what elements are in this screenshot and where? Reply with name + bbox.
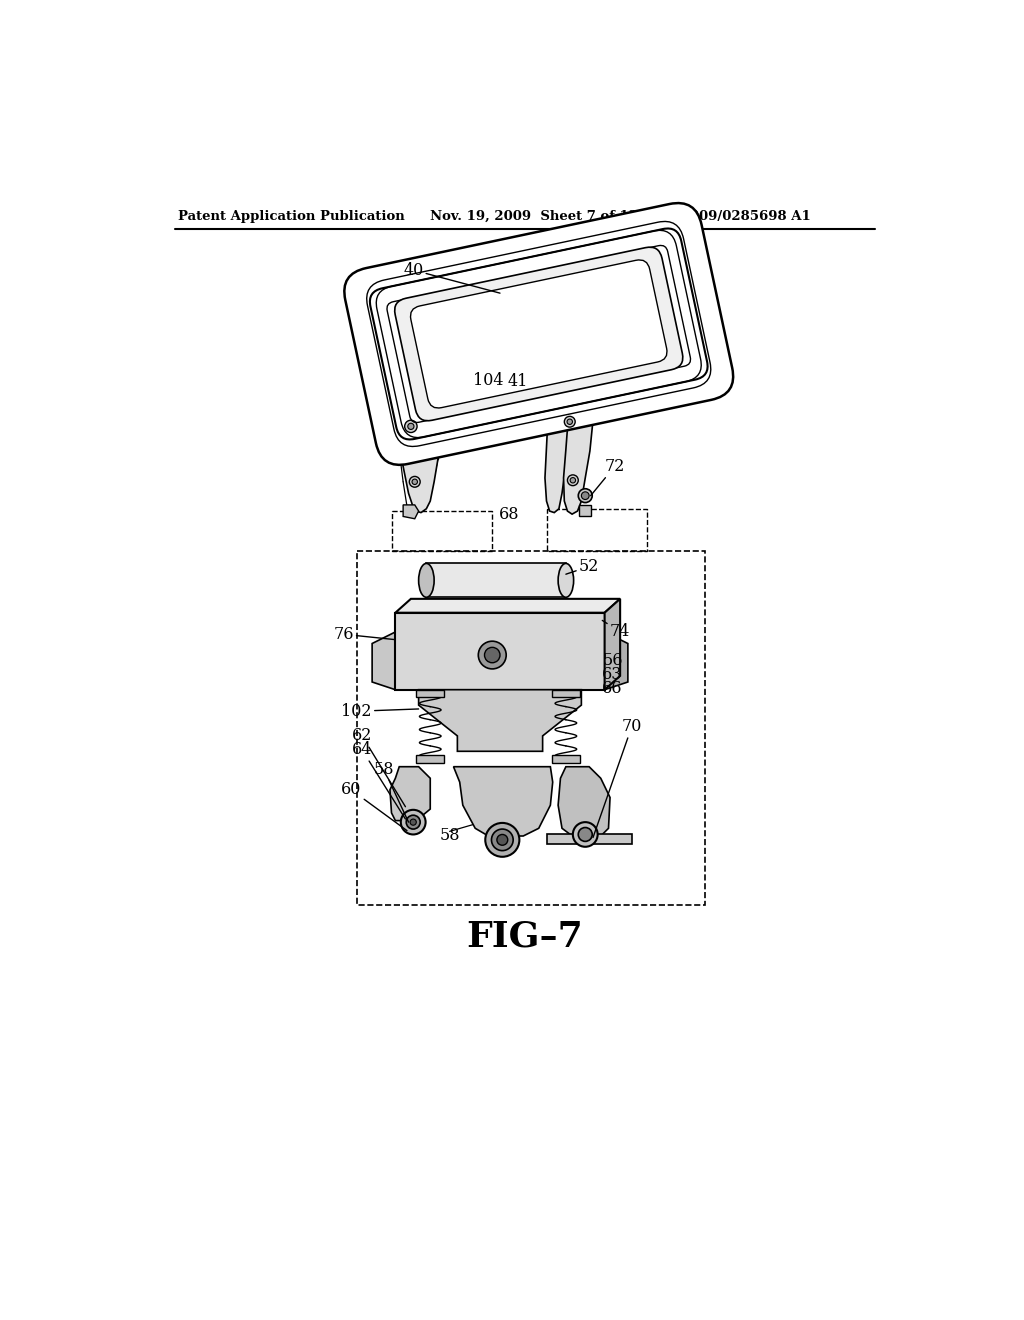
Bar xyxy=(552,755,580,763)
Polygon shape xyxy=(579,506,592,516)
Circle shape xyxy=(582,492,589,499)
Text: 76: 76 xyxy=(333,626,395,643)
Bar xyxy=(552,689,580,697)
Circle shape xyxy=(410,818,417,825)
Bar xyxy=(417,755,444,763)
Text: 52: 52 xyxy=(566,558,599,576)
Circle shape xyxy=(492,829,513,850)
Polygon shape xyxy=(547,834,632,843)
Polygon shape xyxy=(397,385,450,512)
Text: 102: 102 xyxy=(341,702,419,719)
Circle shape xyxy=(407,816,420,829)
Bar xyxy=(417,689,444,697)
Bar xyxy=(391,511,493,552)
Polygon shape xyxy=(403,506,419,519)
Polygon shape xyxy=(558,767,610,840)
Circle shape xyxy=(410,477,420,487)
Text: 70: 70 xyxy=(593,718,642,837)
Text: 40: 40 xyxy=(403,261,500,293)
Circle shape xyxy=(579,488,592,503)
Polygon shape xyxy=(604,632,628,689)
Text: Patent Application Publication: Patent Application Publication xyxy=(178,210,406,223)
Text: 72: 72 xyxy=(591,458,625,496)
Circle shape xyxy=(572,822,598,847)
Polygon shape xyxy=(419,689,582,751)
Text: FIG–7: FIG–7 xyxy=(466,919,584,953)
Circle shape xyxy=(485,822,519,857)
Text: 66: 66 xyxy=(602,680,623,697)
FancyBboxPatch shape xyxy=(344,203,733,465)
Polygon shape xyxy=(454,767,553,836)
Circle shape xyxy=(567,418,572,425)
Text: 41: 41 xyxy=(508,374,528,391)
Text: 56: 56 xyxy=(602,652,623,669)
Text: 62: 62 xyxy=(352,727,406,807)
Circle shape xyxy=(497,834,508,845)
Polygon shape xyxy=(395,612,604,689)
Polygon shape xyxy=(426,564,566,597)
Text: 68: 68 xyxy=(499,507,519,524)
Circle shape xyxy=(478,642,506,669)
Circle shape xyxy=(404,420,417,433)
Text: 63: 63 xyxy=(602,665,623,682)
Text: 64: 64 xyxy=(352,742,406,818)
Circle shape xyxy=(484,647,500,663)
Circle shape xyxy=(412,479,418,484)
Circle shape xyxy=(579,828,592,841)
Text: 104: 104 xyxy=(473,372,504,388)
Polygon shape xyxy=(372,632,395,689)
Polygon shape xyxy=(395,599,621,612)
Polygon shape xyxy=(390,767,430,821)
Circle shape xyxy=(564,416,575,428)
Bar xyxy=(356,552,706,906)
Circle shape xyxy=(567,475,579,486)
FancyBboxPatch shape xyxy=(411,260,667,408)
Bar xyxy=(547,508,647,552)
Polygon shape xyxy=(563,364,593,515)
Text: 58: 58 xyxy=(439,828,460,845)
Text: Nov. 19, 2009  Sheet 7 of 12: Nov. 19, 2009 Sheet 7 of 12 xyxy=(430,210,638,223)
Circle shape xyxy=(570,478,575,483)
Text: 60: 60 xyxy=(341,781,407,830)
Ellipse shape xyxy=(419,564,434,597)
Ellipse shape xyxy=(558,564,573,597)
Circle shape xyxy=(408,424,414,429)
Text: 74: 74 xyxy=(602,620,631,640)
Circle shape xyxy=(400,809,426,834)
Text: US 2009/0285698 A1: US 2009/0285698 A1 xyxy=(655,210,811,223)
FancyBboxPatch shape xyxy=(394,247,683,421)
Polygon shape xyxy=(604,599,621,689)
Text: 58: 58 xyxy=(374,760,409,822)
Polygon shape xyxy=(545,364,572,512)
